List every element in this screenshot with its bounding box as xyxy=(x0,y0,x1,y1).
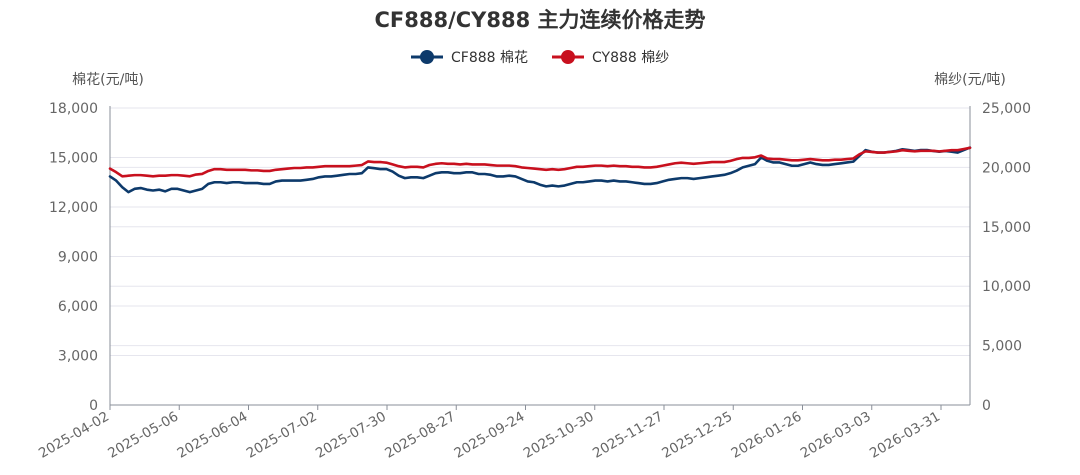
y-right-tick-label: 20,000 xyxy=(982,160,1031,176)
x-tick-label: 2025-06-04 xyxy=(175,409,251,462)
legend-label-cf888: CF888 棉花 xyxy=(451,49,528,66)
grid-lines xyxy=(110,107,970,356)
x-tick-label: 2025-11-27 xyxy=(590,409,666,462)
y-left-tick-label: 6,000 xyxy=(58,299,98,315)
chart-title: CF888/CY888 主力连续价格走势 xyxy=(374,8,705,32)
x-tick-label: 2025-04-02 xyxy=(36,409,112,462)
legend: CF888 棉花 CY888 棉纱 xyxy=(411,49,669,66)
y-left-tick-label: 9,000 xyxy=(58,250,98,266)
y-left-tick-label: 12,000 xyxy=(49,200,98,216)
y-right-axis-label: 棉纱(元/吨) xyxy=(934,71,1006,88)
y-left-tick-label: 18,000 xyxy=(49,101,98,117)
y-left-tick-label: 3,000 xyxy=(58,349,98,365)
x-tick-label: 2026-01-26 xyxy=(729,409,805,462)
legend-item-cf888[interactable]: CF888 棉花 xyxy=(411,49,528,66)
legend-item-cy888[interactable]: CY888 棉纱 xyxy=(552,49,669,66)
x-tick-label: 2025-09-24 xyxy=(452,409,528,462)
x-tick-label: 2025-08-27 xyxy=(382,409,458,462)
x-tick-label: 2025-05-06 xyxy=(105,409,181,462)
y-right-tick-label: 25,000 xyxy=(982,101,1031,117)
y-right-tick-label: 10,000 xyxy=(982,279,1031,295)
y-right-tick-label: 5,000 xyxy=(982,339,1022,355)
series-line-cf888[interactable] xyxy=(108,146,972,194)
x-tick-label: 2025-07-30 xyxy=(313,409,389,462)
x-tick-label: 2026-03-03 xyxy=(798,409,874,462)
y-right-tick-label: 15,000 xyxy=(982,220,1031,236)
legend-label-cy888: CY888 棉纱 xyxy=(592,49,669,66)
x-axis: 2025-04-022025-05-062025-06-042025-07-02… xyxy=(36,404,970,462)
y-right-tick-label: 0 xyxy=(982,398,991,414)
x-tick-label: 2025-07-02 xyxy=(244,409,320,462)
y-left-tick-label: 15,000 xyxy=(49,151,98,167)
x-tick-label: 2026-03-31 xyxy=(867,409,943,462)
series-line-cy888[interactable] xyxy=(108,146,972,178)
y-left-axis: 0 3,000 6,000 9,000 12,000 15,000 18,000 xyxy=(49,101,111,414)
y-right-axis: 0 5,000 10,000 15,000 20,000 25,000 xyxy=(969,101,1031,414)
y-left-axis-label: 棉花(元/吨) xyxy=(72,71,144,88)
series-layer xyxy=(108,146,972,194)
y-left-tick-label: 0 xyxy=(89,398,98,414)
x-tick-label: 2025-10-30 xyxy=(521,409,597,462)
x-tick-label: 2025-12-25 xyxy=(659,409,735,462)
